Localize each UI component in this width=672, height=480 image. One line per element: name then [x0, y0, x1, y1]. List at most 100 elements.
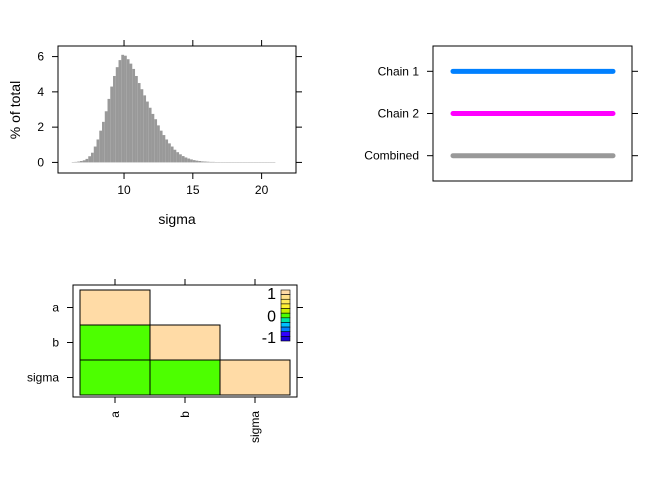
colorbar-swatch — [280, 298, 291, 305]
histogram-bar — [151, 113, 155, 163]
correlation-cell — [79, 359, 151, 396]
chain-label: Combined — [364, 149, 419, 163]
histogram-bar — [209, 161, 213, 163]
colorbar-swatch — [280, 308, 291, 314]
histogram-bar — [113, 75, 116, 163]
x-tick-label: 20 — [255, 183, 269, 197]
histogram-bar — [190, 159, 193, 163]
histogram-ylabel: % of total — [7, 81, 23, 139]
y-tick-label: 0 — [37, 155, 44, 169]
histogram-bar — [192, 160, 196, 163]
correlation-cell — [79, 289, 151, 326]
correlation-axes: a b sigma a b sigma — [27, 279, 303, 443]
histogram-bar — [124, 55, 127, 163]
histogram-bar — [93, 146, 97, 163]
histogram-bar — [110, 86, 114, 163]
y-tick-label: 2 — [37, 120, 44, 134]
histogram-bar — [82, 160, 86, 163]
histogram-bar — [77, 161, 81, 163]
column-label: a — [108, 411, 122, 418]
colorbar-swatch — [280, 289, 291, 295]
histogram-bar — [85, 158, 89, 163]
colorbar-swatch — [280, 322, 291, 328]
histogram-bar — [165, 139, 169, 163]
histogram-bar — [159, 130, 163, 163]
colorbar-swatch — [280, 312, 291, 319]
histogram-bar — [146, 101, 149, 163]
histogram-panel: 10 15 20 0 2 4 6 sigma % of total — [7, 40, 302, 227]
y-tick-label: 6 — [37, 50, 44, 64]
histogram-bar — [132, 68, 136, 163]
colorbar-swatch — [280, 303, 291, 309]
histogram-bar — [80, 161, 83, 163]
correlation-cell — [149, 359, 221, 396]
row-label: sigma — [27, 371, 59, 385]
column-label: b — [178, 411, 192, 418]
histogram-bar — [201, 161, 204, 163]
colorbar-swatch — [280, 331, 291, 337]
histogram-bar — [143, 95, 147, 163]
colorbar-swatch — [280, 326, 291, 333]
row-label: b — [52, 336, 59, 350]
colorbar-label: 1 — [267, 286, 276, 303]
histogram-bar — [118, 60, 122, 163]
chain-label: Chain 1 — [378, 64, 420, 78]
correlation-cell — [149, 324, 221, 361]
correlation-cell — [219, 359, 291, 396]
column-label: sigma — [248, 411, 262, 443]
colorbar-swatch — [280, 336, 291, 342]
chain-marks: Chain 1 Chain 2 Combined — [364, 64, 638, 163]
histogram-bar — [96, 139, 100, 163]
correlation-cells — [79, 289, 291, 396]
histogram-bar — [187, 158, 191, 163]
histogram-bar — [184, 157, 188, 163]
correlation-cell — [79, 324, 151, 361]
histogram-bar — [102, 121, 105, 163]
histogram-bar — [126, 59, 130, 163]
histogram-bar — [135, 75, 138, 163]
correlation-colorbar: 1 0 -1 — [262, 286, 291, 347]
histogram-bar — [173, 149, 177, 163]
histogram-bar — [148, 107, 152, 163]
histogram-frame — [57, 45, 297, 174]
histogram-bar — [206, 161, 210, 163]
histogram-bar — [195, 160, 199, 163]
chain-label: Chain 2 — [378, 107, 420, 121]
histogram-bar — [168, 143, 171, 163]
histogram-bar — [74, 161, 78, 163]
chain-panel: Chain 1 Chain 2 Combined — [364, 45, 638, 182]
histogram-bar — [129, 63, 133, 163]
histogram-xlabel: sigma — [158, 211, 196, 227]
histogram-bar — [104, 111, 108, 163]
histogram-bar — [212, 161, 215, 163]
colorbar-label: 0 — [267, 309, 276, 326]
histogram-bar — [154, 119, 158, 163]
histogram-bar — [176, 152, 180, 163]
histogram-bar — [107, 98, 111, 163]
histogram-bar — [179, 154, 182, 163]
histogram-bar — [181, 156, 185, 163]
histogram-bar — [162, 135, 166, 163]
histogram-bar — [91, 152, 94, 163]
y-tick-label: 4 — [37, 85, 44, 99]
histogram-bar — [137, 83, 141, 163]
colorbar-swatch — [280, 317, 291, 323]
histogram-bar — [88, 156, 92, 163]
x-tick-label: 10 — [117, 183, 131, 197]
histogram-bar — [121, 54, 125, 163]
histogram-bar — [140, 89, 144, 163]
histogram-bar — [99, 130, 103, 163]
correlation-panel: a b sigma a b sigma 1 0 -1 — [27, 279, 303, 443]
histogram-bar — [170, 146, 174, 163]
colorbar-label: -1 — [262, 330, 276, 347]
colorbar-swatch — [280, 294, 291, 300]
histogram-bar — [115, 67, 119, 163]
histogram-bar — [203, 161, 207, 163]
histogram-axes: 10 15 20 0 2 4 6 — [37, 40, 302, 197]
x-tick-label: 15 — [186, 183, 200, 197]
histogram-bars — [71, 54, 276, 163]
row-label: a — [52, 301, 59, 315]
histogram-bar — [198, 161, 202, 163]
histogram-bar — [157, 125, 160, 163]
